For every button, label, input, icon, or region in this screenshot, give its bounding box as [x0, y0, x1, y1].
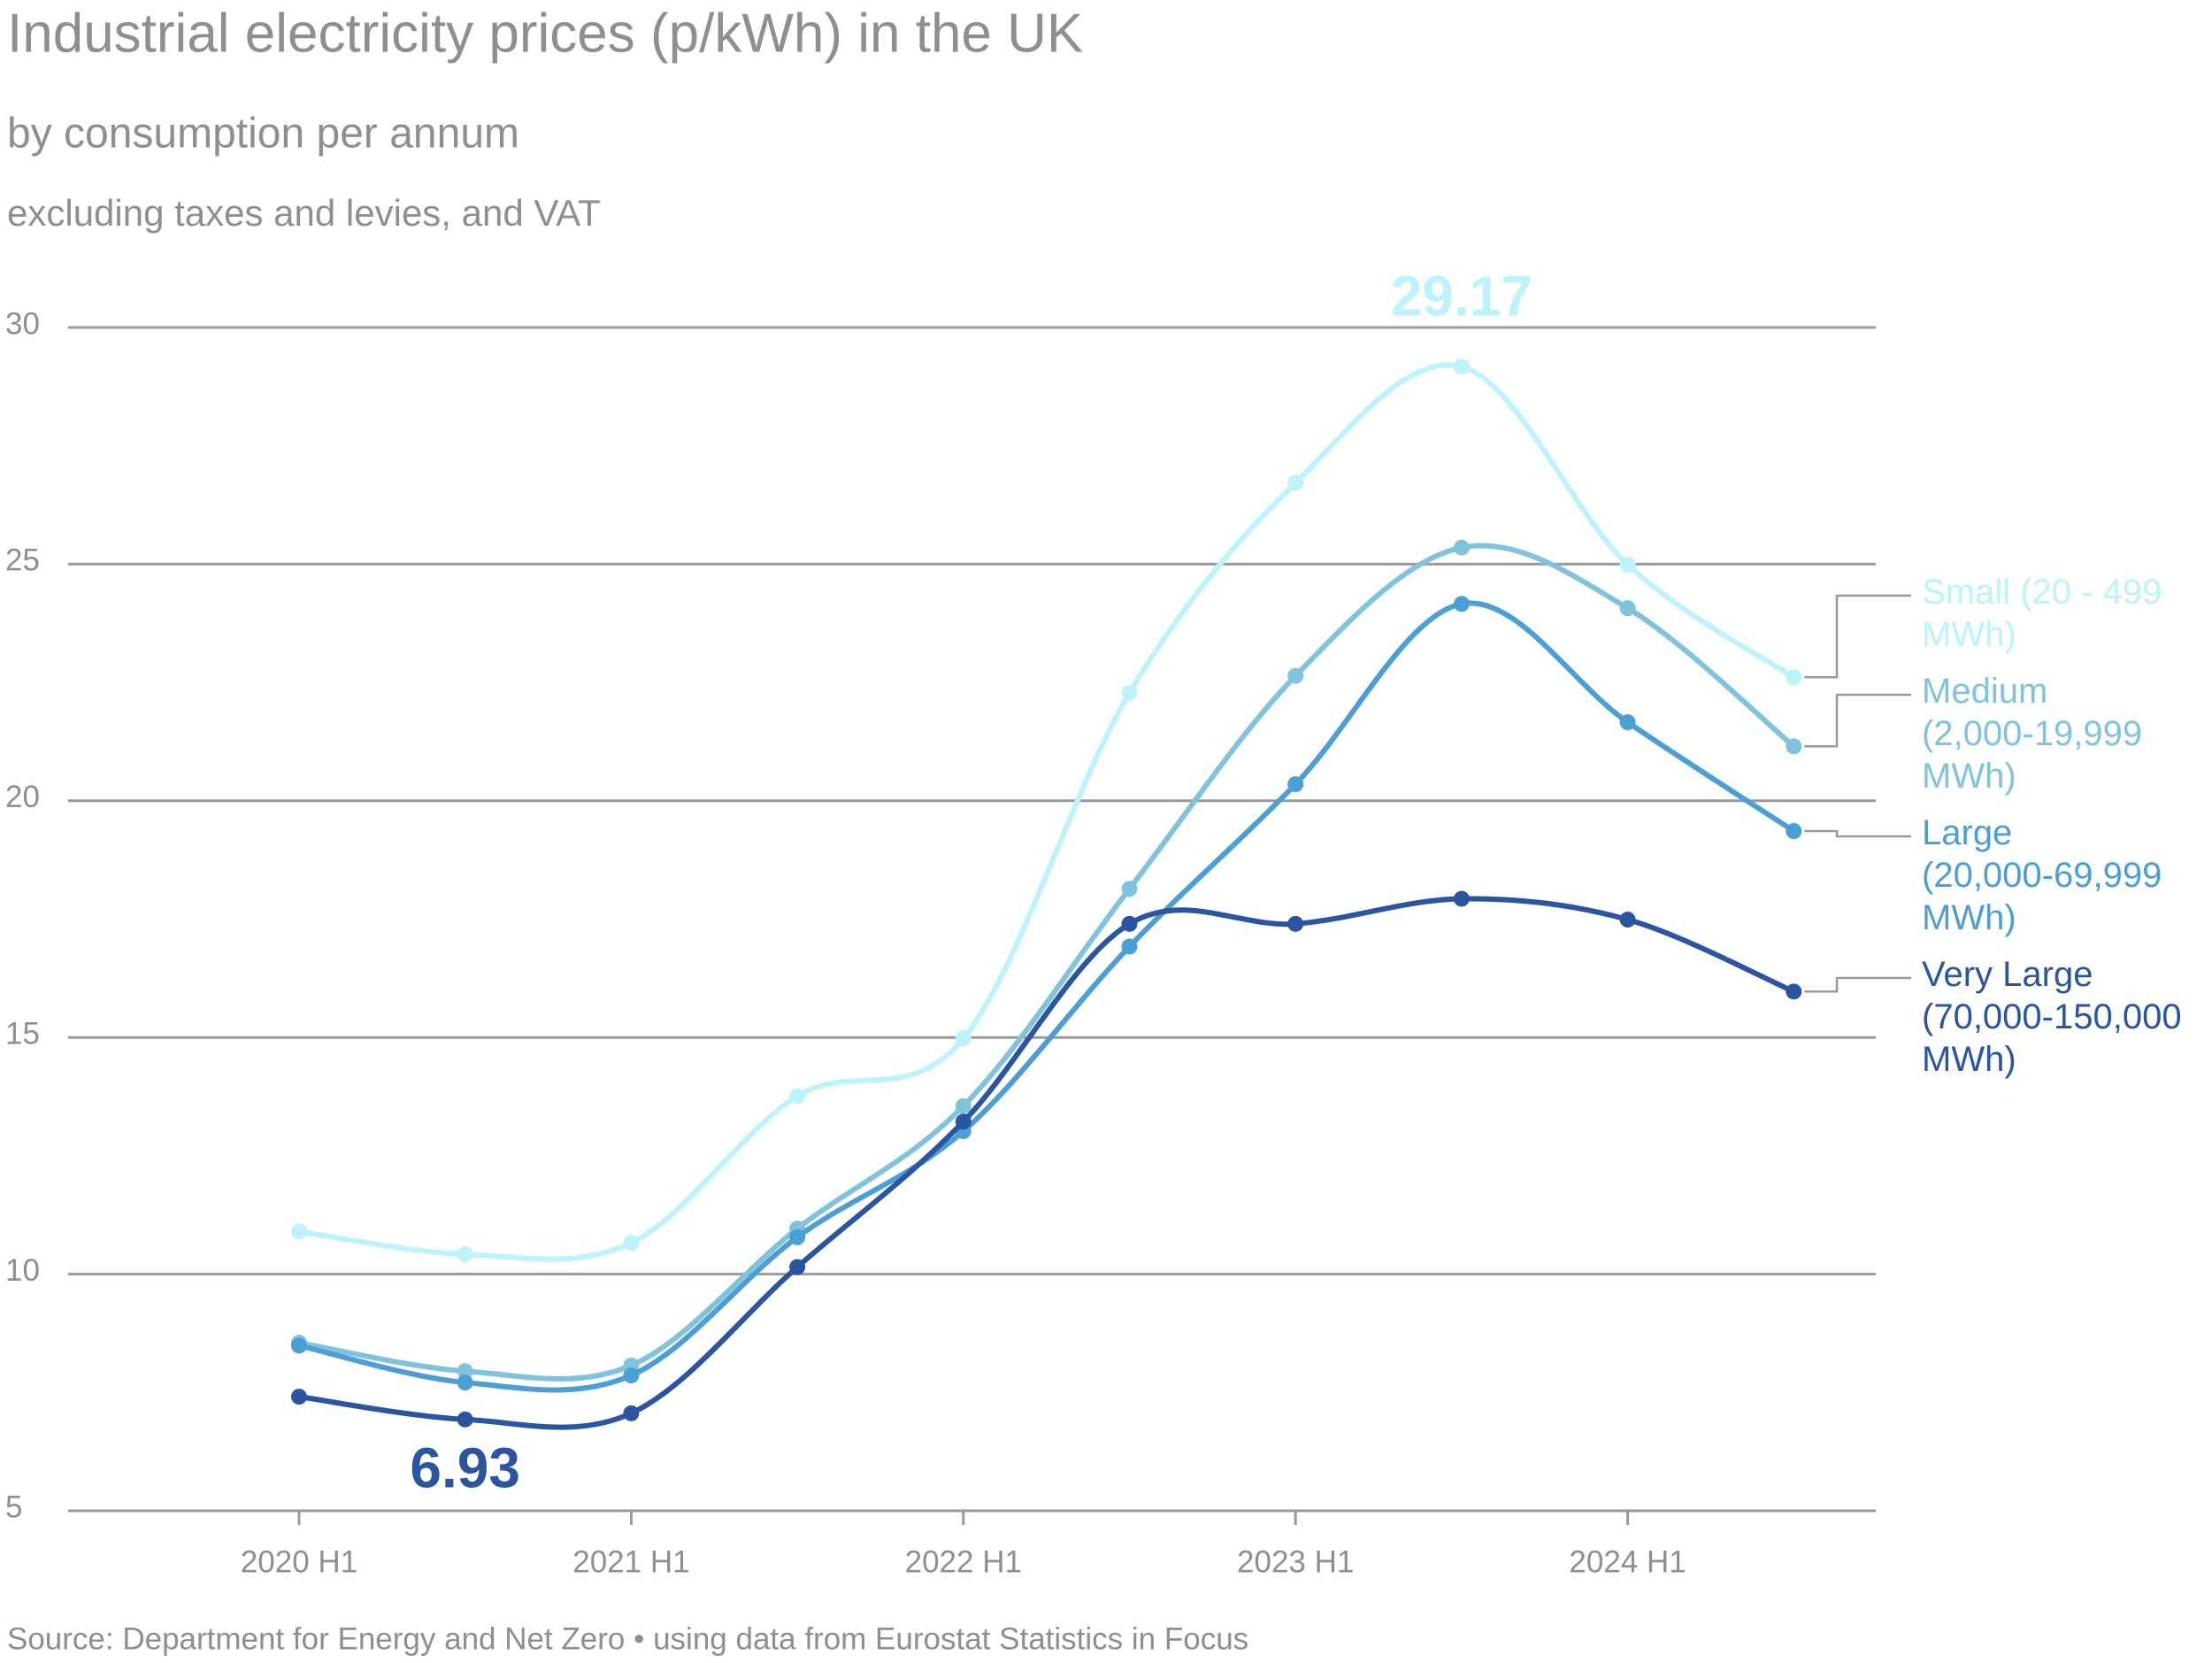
data-point: [1786, 823, 1802, 840]
series-line: [296, 600, 1797, 1393]
data-point: [1121, 684, 1138, 701]
legend-label: Large (20,000-69,999 MWh): [1922, 813, 2162, 937]
data-point: [1453, 890, 1470, 907]
data-point: [291, 1389, 307, 1405]
source: Source: Department for Energy and Net Ze…: [7, 1621, 1248, 1656]
chart-subtitle: by consumption per annum: [7, 111, 519, 158]
data-point: [1786, 738, 1802, 755]
x-tick-label: 2022 H1: [905, 1544, 1022, 1579]
data-point: [1287, 667, 1304, 684]
data-point: [789, 1088, 806, 1105]
data-point: [457, 1246, 473, 1263]
data-point: [1786, 669, 1802, 686]
x-tick-label: 2021 H1: [572, 1544, 689, 1579]
legend-connector: [1804, 594, 1911, 679]
data-point: [1786, 983, 1802, 1000]
data-point: [1453, 358, 1470, 375]
data-point: [955, 1097, 972, 1114]
data-point: [1287, 915, 1304, 932]
legend-label: Very Large (70,000-150,000 MWh): [1922, 955, 2182, 1079]
legend-connector: [1804, 693, 1911, 748]
y-tick-label: 15: [5, 1016, 40, 1051]
y-tick-label: 25: [5, 543, 40, 578]
x-tick-label: 2023 H1: [1237, 1544, 1354, 1579]
data-point: [1619, 714, 1636, 731]
legend-connector: [1804, 976, 1911, 993]
data-point: [789, 1259, 806, 1275]
data-point: [457, 1374, 473, 1391]
series-line: [296, 896, 1797, 1430]
data-point: [1287, 776, 1304, 793]
series-line: [296, 362, 1797, 1262]
data-point: [457, 1411, 473, 1428]
data-point: [1453, 596, 1470, 612]
y-tick-label: 5: [5, 1490, 22, 1524]
x-tick-label: 2024 H1: [1569, 1544, 1686, 1579]
data-point: [291, 1223, 307, 1240]
data-point: [1619, 600, 1636, 617]
data-point: [1121, 881, 1138, 897]
data-point: [955, 1113, 972, 1130]
data-point: [623, 1235, 640, 1251]
data-point: [1287, 474, 1304, 491]
y-tick-label: 10: [5, 1253, 40, 1288]
data-point: [1619, 912, 1636, 928]
data-point: [623, 1405, 640, 1421]
data-point: [1121, 938, 1138, 955]
data-point: [1453, 539, 1470, 556]
y-tick-label: 30: [5, 306, 40, 341]
series-line: [296, 543, 1797, 1382]
data-point: [1619, 556, 1636, 573]
value-label: 29.17: [1391, 264, 1532, 327]
legend-label: Medium (2,000-19,999 MWh): [1922, 672, 2142, 796]
data-point: [955, 1030, 972, 1047]
data-point: [457, 1363, 473, 1380]
y-tick-label: 20: [5, 780, 40, 814]
data-point: [291, 1337, 307, 1354]
value-label: 6.93: [410, 1436, 520, 1500]
data-point: [1121, 915, 1138, 932]
chart-title: Industrial electricity prices (p/kWh) in…: [7, 3, 1083, 64]
chart-note: excluding taxes and levies, and VAT: [7, 192, 601, 234]
legend-label: Small (20 - 499 MWh): [1922, 573, 2162, 654]
legend-connector: [1804, 829, 1911, 838]
data-point: [789, 1228, 806, 1245]
data-point: [623, 1367, 640, 1384]
x-tick-label: 2020 H1: [241, 1544, 357, 1579]
